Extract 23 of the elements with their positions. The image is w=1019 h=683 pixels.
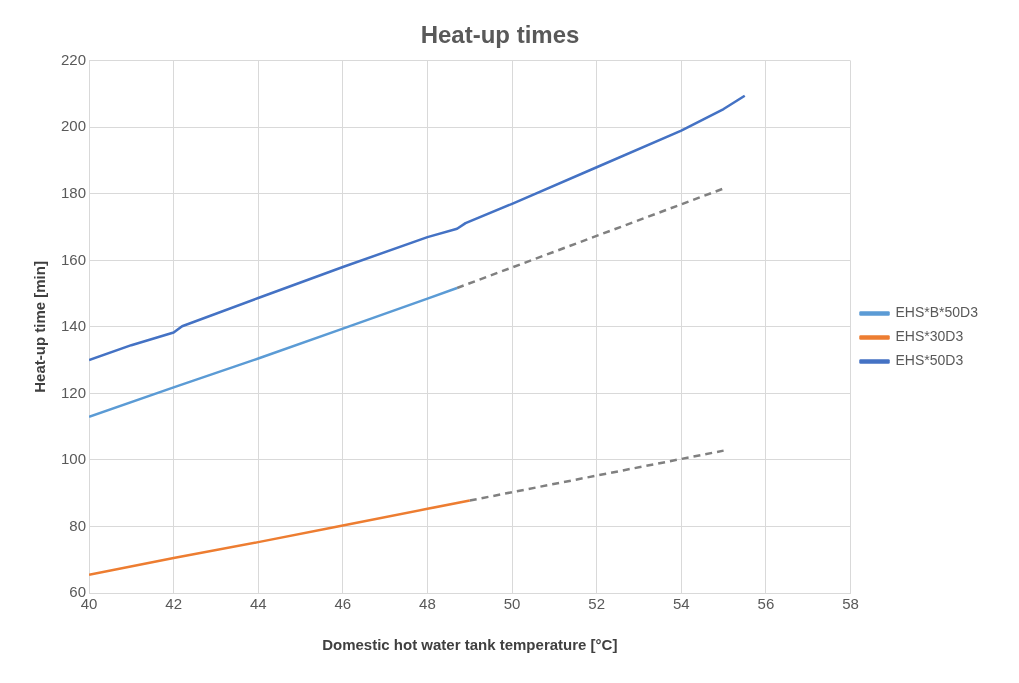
x-tick-label: 46 bbox=[334, 595, 352, 613]
x-tick-label: 56 bbox=[757, 595, 775, 613]
y-tick-label: 220 bbox=[61, 50, 87, 68]
x-tick-label: 52 bbox=[588, 595, 606, 613]
chart-title: Heat-up times bbox=[420, 21, 580, 49]
legend-label: EHS*B*50D3 bbox=[895, 304, 979, 321]
y-tick-label: 160 bbox=[61, 250, 87, 268]
x-tick-label: 42 bbox=[165, 595, 182, 613]
y-axis-title: Heat-up time [min] bbox=[31, 261, 49, 393]
y-tick-label: 80 bbox=[69, 516, 87, 534]
x-tick-label: 58 bbox=[842, 595, 859, 613]
x-tick-label: 48 bbox=[419, 595, 436, 613]
y-tick-label: 180 bbox=[61, 183, 87, 201]
legend-label: EHS*50D3 bbox=[895, 352, 964, 369]
y-tick-label: 200 bbox=[61, 117, 87, 135]
y-tick-label: 100 bbox=[61, 450, 87, 468]
legend-label: EHS*30D3 bbox=[895, 328, 964, 345]
x-tick-label: 54 bbox=[672, 595, 690, 613]
x-tick-label: 50 bbox=[503, 595, 521, 613]
x-tick-label: 44 bbox=[249, 595, 267, 613]
y-tick-label: 140 bbox=[61, 317, 87, 335]
y-tick-label: 120 bbox=[61, 383, 87, 401]
x-axis-title: Domestic hot water tank temperature [°C] bbox=[322, 636, 618, 654]
